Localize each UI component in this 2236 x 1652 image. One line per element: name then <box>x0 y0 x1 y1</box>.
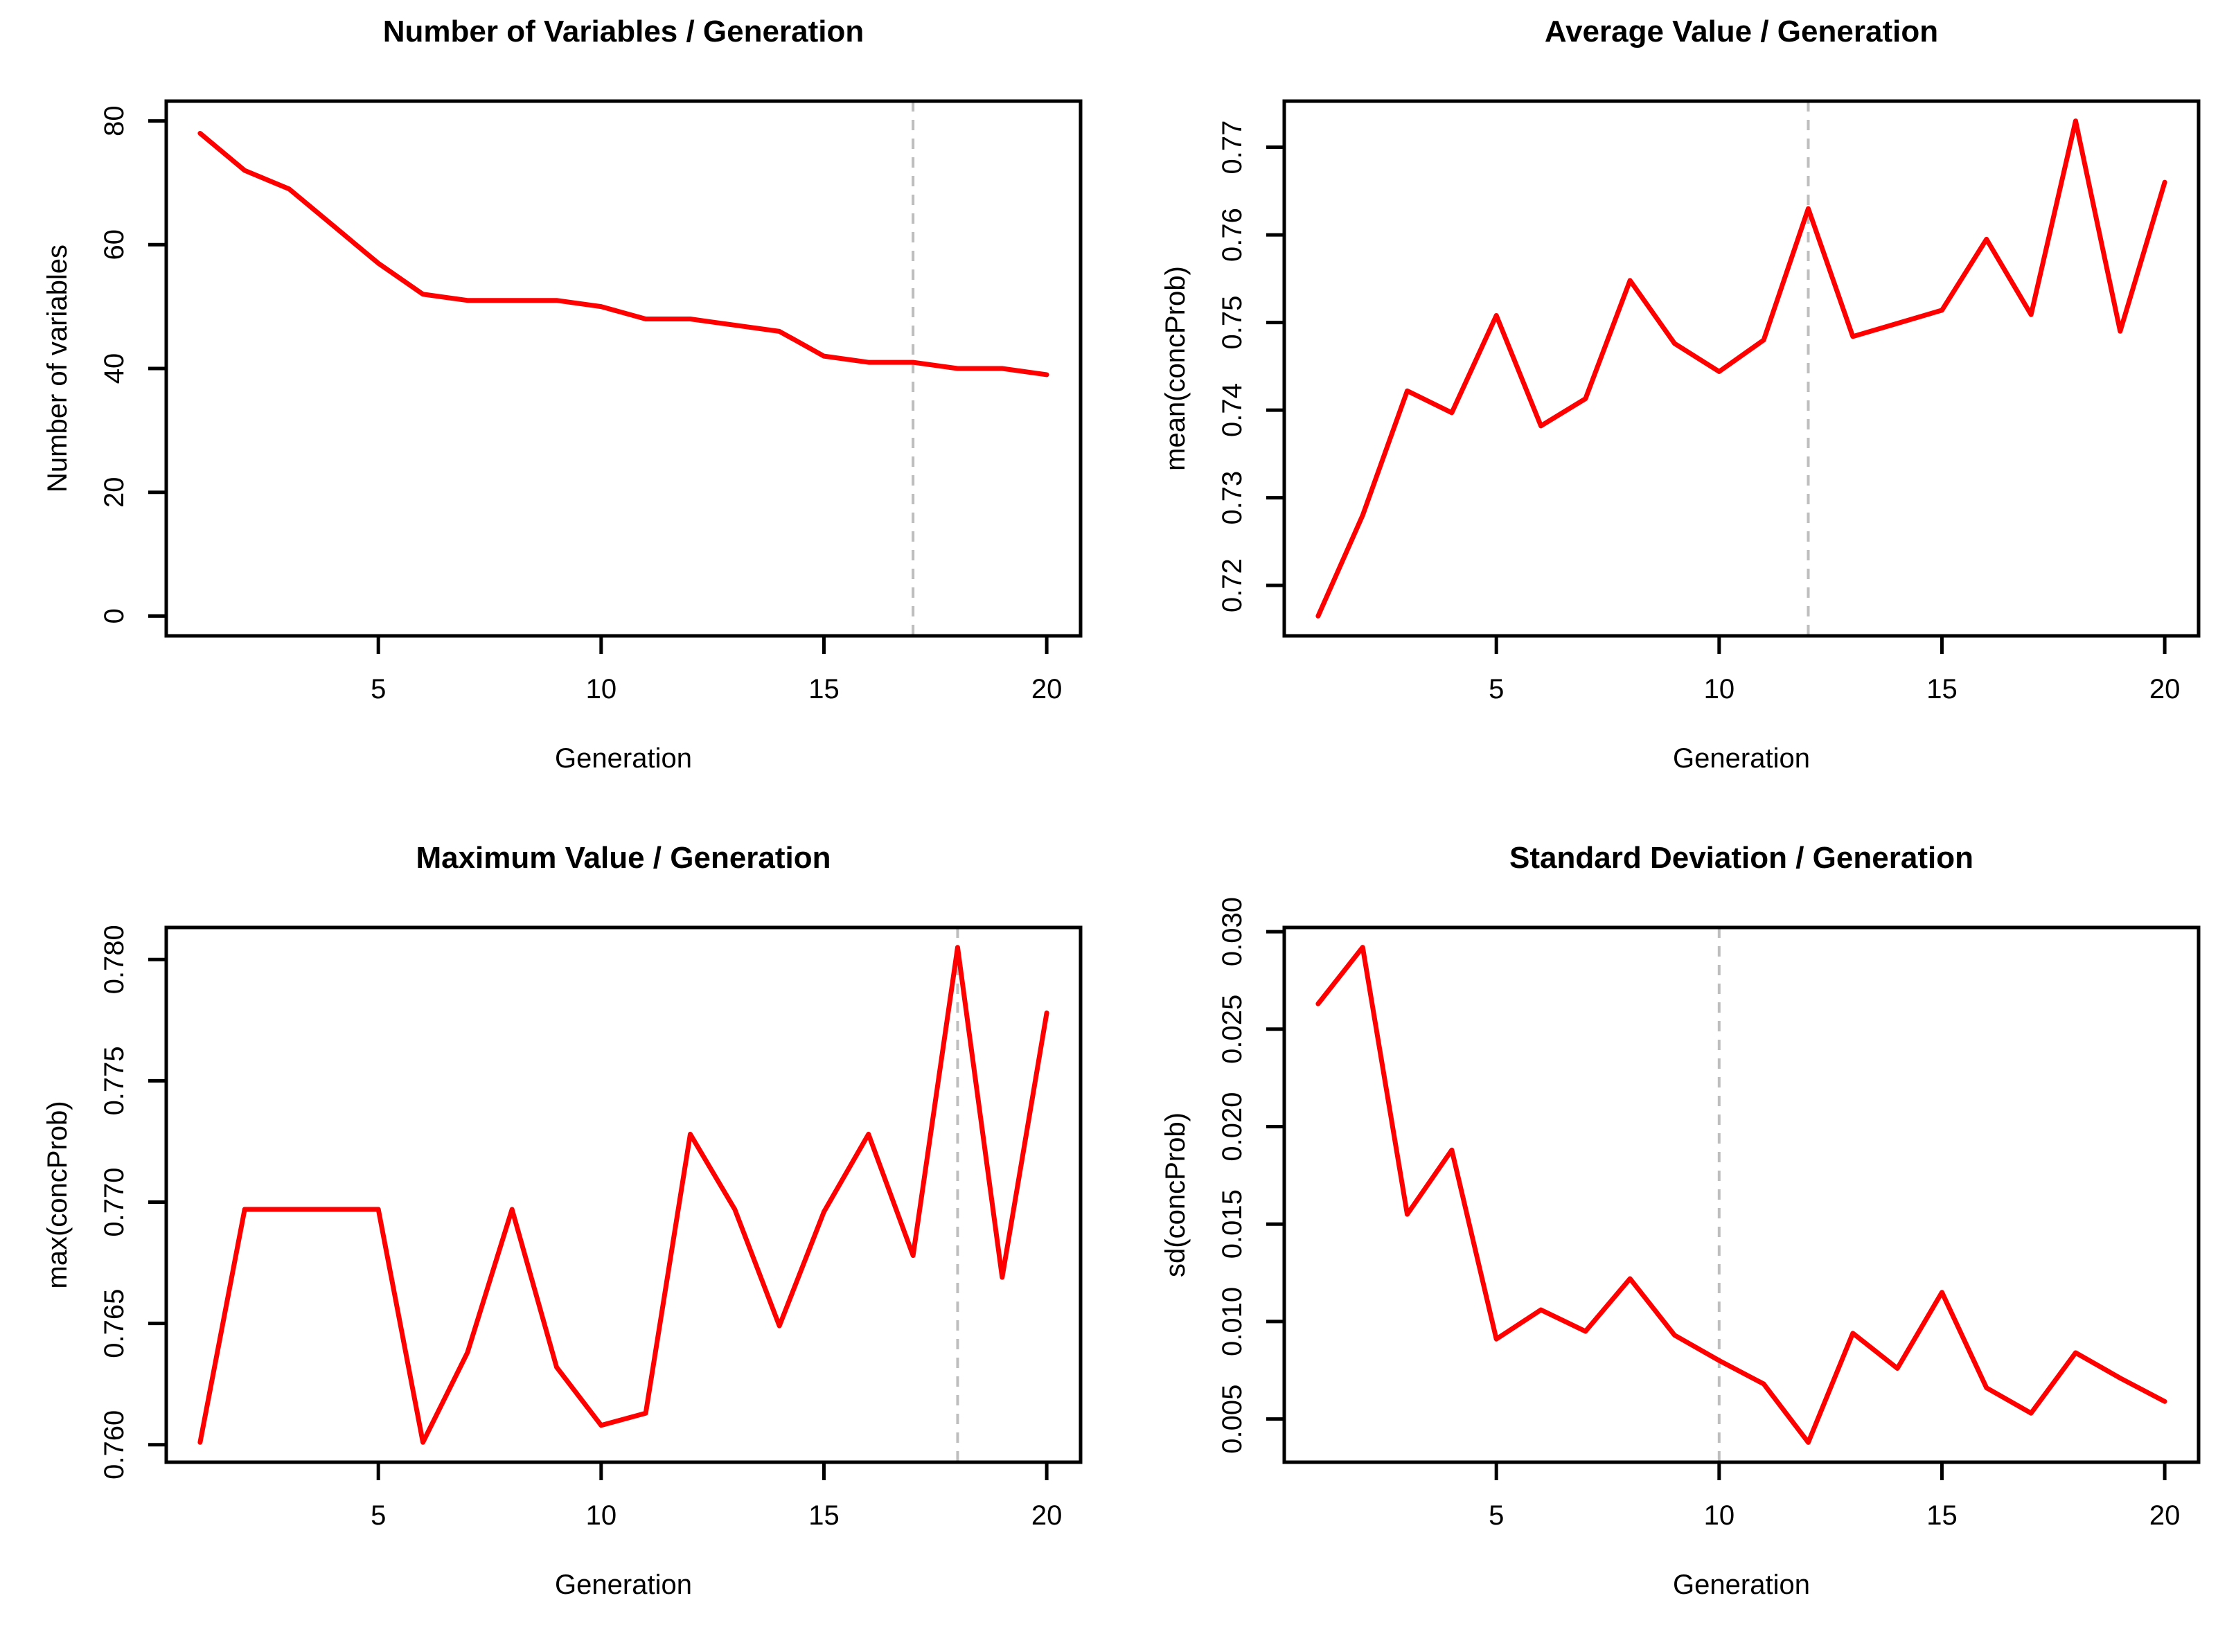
x-tick-label: 15 <box>808 1500 840 1531</box>
chart-title: Maximum Value / Generation <box>416 840 831 875</box>
y-tick-label: 0 <box>99 608 130 623</box>
x-tick-label: 5 <box>371 1500 386 1531</box>
plot-area-number-of-variables: 5 10 15 20 0 20 40 60 80 <box>99 99 1083 704</box>
series-line <box>197 944 1049 1445</box>
chart-maximum-value: 5 10 15 20 0.760 0.765 0.770 0.775 0.780 Maximum… <box>0 826 1118 1652</box>
x-tick-label: 20 <box>1031 1500 1063 1531</box>
chart-average-value: 5 10 15 20 0.72 0.73 0.74 0.75 0.76 0.77 Average … <box>1118 0 2236 826</box>
y-tick-label: 0.780 <box>99 925 130 994</box>
y-tick-label: 0.005 <box>1217 1384 1248 1453</box>
y-tick-label: 0.025 <box>1217 994 1248 1063</box>
x-tick-label: 15 <box>1926 1500 1958 1531</box>
y-tick-label: 40 <box>99 353 130 384</box>
y-tick-label: 0.760 <box>99 1410 130 1479</box>
y-tick-label: 0.765 <box>99 1288 130 1358</box>
x-axis-label: Generation <box>555 1569 692 1600</box>
y-axis-label: Number of variables <box>42 245 73 492</box>
y-axis-label: max(concProb) <box>42 1100 73 1289</box>
series-line <box>1315 944 2167 1445</box>
x-axis-label: Generation <box>1673 743 1810 774</box>
plot-box <box>1282 925 2201 1464</box>
chart-title: Average Value / Generation <box>1544 15 1939 48</box>
y-tick-label: 0.020 <box>1217 1092 1248 1161</box>
y-tick-label: 60 <box>99 229 130 260</box>
y-tick-label: 0.015 <box>1217 1189 1248 1259</box>
x-tick-label: 5 <box>1489 674 1504 704</box>
y-tick-label: 0.030 <box>1217 897 1248 966</box>
x-tick-label: 10 <box>586 1500 617 1531</box>
x-axis-label: Generation <box>555 743 692 774</box>
x-tick-label: 20 <box>2149 1500 2181 1531</box>
chart-title: Number of Variables / Generation <box>382 15 864 48</box>
y-tick-label: 80 <box>99 105 130 136</box>
y-axis-label: sd(concProb) <box>1160 1112 1191 1277</box>
plot-box <box>1282 99 2201 638</box>
y-tick-label: 0.770 <box>99 1167 130 1236</box>
plot-area-average-value: 5 10 15 20 0.72 0.73 0.74 0.75 0.76 0.77 <box>1217 99 2201 704</box>
series-line <box>197 130 1049 378</box>
y-tick-label: 20 <box>99 477 130 508</box>
plot-box <box>164 925 1083 1464</box>
chart-title: Standard Deviation / Generation <box>1509 840 1973 875</box>
x-tick-label: 20 <box>1031 674 1063 704</box>
plot-area-maximum-value: 5 10 15 20 0.760 0.765 0.770 0.775 0.780 <box>99 925 1083 1531</box>
y-tick-label: 0.010 <box>1217 1286 1248 1356</box>
x-tick-label: 10 <box>586 674 617 704</box>
x-tick-label: 5 <box>1489 1500 1504 1531</box>
x-tick-label: 15 <box>808 674 840 704</box>
y-tick-label: 0.76 <box>1217 208 1248 262</box>
x-tick-label: 10 <box>1704 674 1735 704</box>
chart-number-of-variables: 5 10 15 20 0 20 40 60 80 Number of Variables / G… <box>0 0 1118 826</box>
y-tick-label: 0.74 <box>1217 383 1248 437</box>
y-tick-label: 0.77 <box>1217 121 1248 175</box>
y-tick-label: 0.72 <box>1217 558 1248 612</box>
chart-standard-deviation: 5 10 15 20 0.005 0.010 0.015 0.020 0.025 0.030 St… <box>1118 826 2236 1652</box>
x-axis-label: Generation <box>1673 1569 1810 1600</box>
plot-area-standard-deviation: 5 10 15 20 0.005 0.010 0.015 0.020 0.025 0.030 <box>1217 897 2201 1531</box>
y-tick-label: 0.75 <box>1217 296 1248 350</box>
x-tick-label: 10 <box>1704 1500 1735 1531</box>
series-line <box>1315 118 2167 619</box>
x-tick-label: 15 <box>1926 674 1958 704</box>
y-tick-label: 0.73 <box>1217 471 1248 525</box>
x-tick-label: 5 <box>371 674 386 704</box>
x-tick-label: 20 <box>2149 674 2181 704</box>
y-axis-label: mean(concProb) <box>1160 266 1191 471</box>
y-tick-label: 0.775 <box>99 1046 130 1115</box>
